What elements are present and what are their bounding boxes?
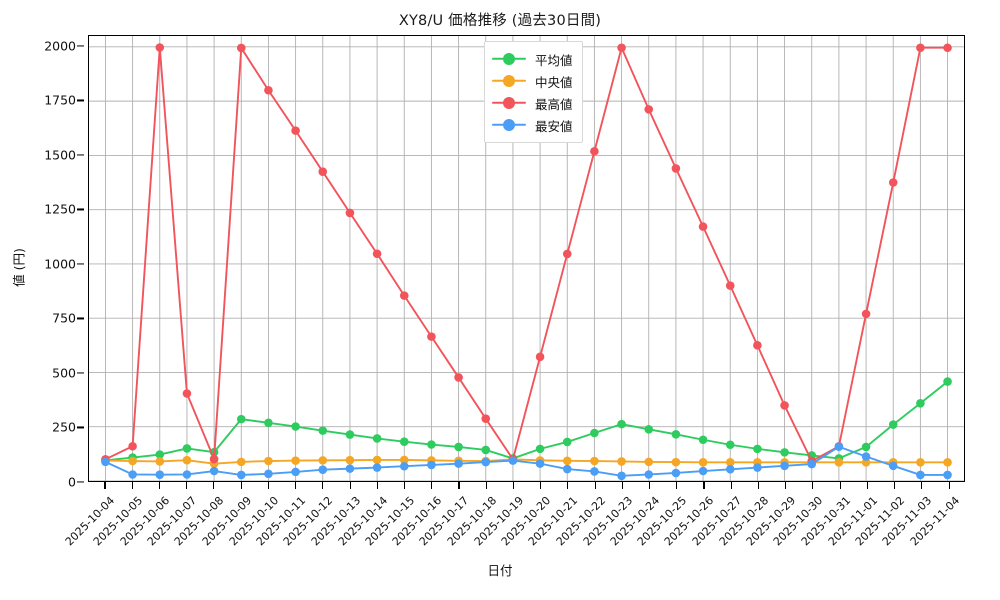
legend-item[interactable]: 平均値	[492, 48, 573, 70]
legend-item[interactable]: 中央値	[492, 70, 573, 92]
x-tick-mark	[540, 482, 542, 489]
x-tick-mark	[839, 482, 841, 489]
legend-swatch-icon	[492, 75, 526, 87]
x-tick-mark	[621, 482, 623, 489]
x-tick-mark	[894, 482, 896, 489]
y-tick-label: 250	[52, 419, 76, 435]
y-tick-mark	[77, 99, 84, 101]
x-tick-mark	[295, 482, 297, 489]
legend-swatch-icon	[492, 97, 526, 109]
x-tick-mark	[485, 482, 487, 489]
x-tick-mark	[322, 482, 324, 489]
x-tick-mark	[812, 482, 814, 489]
x-tick-mark	[213, 482, 215, 489]
legend-label: 平均値	[535, 52, 573, 68]
x-tick-mark	[676, 482, 678, 489]
y-tick-label: 750	[52, 310, 76, 326]
x-tick-mark	[703, 482, 705, 489]
x-tick-mark	[104, 482, 106, 489]
x-tick-mark	[431, 482, 433, 489]
chart-legend: 平均値中央値最高値最安値	[484, 41, 583, 143]
chart-title: XY8/U 価格推移 (過去30日間)	[398, 13, 602, 29]
x-tick-mark	[403, 482, 406, 489]
y-tick-mark	[77, 208, 84, 210]
y-tick-label: 1250	[44, 201, 76, 217]
grid-lines	[89, 36, 964, 481]
legend-item[interactable]: 最高値	[492, 92, 573, 114]
y-axis: 0 250 500 750 1000 1250 1500 1750 2000	[0, 35, 88, 490]
y-tick-mark	[77, 154, 84, 156]
x-tick-mark	[649, 482, 651, 489]
x-tick-mark	[785, 482, 787, 489]
y-tick-mark	[77, 426, 84, 429]
x-tick-mark	[730, 482, 732, 489]
x-tick-mark	[267, 482, 269, 489]
y-tick-mark	[77, 263, 84, 265]
y-tick-mark	[77, 45, 84, 47]
y-tick-mark	[77, 372, 84, 374]
x-tick-mark	[158, 482, 161, 489]
x-tick-mark	[458, 482, 460, 489]
y-tick-label: 500	[52, 365, 76, 381]
x-tick-mark	[376, 482, 378, 489]
x-tick-mark	[512, 482, 514, 489]
x-tick-mark	[349, 482, 351, 489]
x-tick-mark	[921, 482, 923, 489]
y-tick-label: 2000	[44, 38, 76, 54]
legend-label: 最高値	[535, 96, 573, 112]
legend-swatch-icon	[492, 119, 526, 131]
legend-label: 最安値	[535, 118, 573, 134]
y-tick-mark	[77, 317, 84, 319]
x-axis: 2025-10-04 2025-10-05 2025-10-06 2025-10-07…	[63, 482, 965, 582]
y-tick-mark	[77, 481, 84, 483]
legend-label: 中央値	[535, 74, 573, 90]
x-tick-mark	[757, 482, 760, 489]
x-tick-mark	[567, 482, 569, 489]
data-series-layer	[101, 43, 952, 481]
y-tick-label: 1750	[44, 92, 76, 108]
x-tick-mark	[594, 482, 596, 489]
y-tick-label: 1000	[44, 256, 76, 272]
x-tick-mark	[131, 482, 133, 489]
x-tick-mark	[948, 482, 950, 489]
legend-swatch-icon	[492, 53, 526, 65]
x-axis-label: 日付	[487, 563, 513, 578]
legend-item[interactable]: 最安値	[492, 114, 573, 136]
x-tick-mark	[186, 482, 188, 489]
x-tick-mark	[240, 482, 242, 489]
x-tick-mark	[866, 482, 868, 489]
y-tick-label: 1500	[44, 147, 76, 163]
y-tick-label: 0	[68, 474, 76, 490]
